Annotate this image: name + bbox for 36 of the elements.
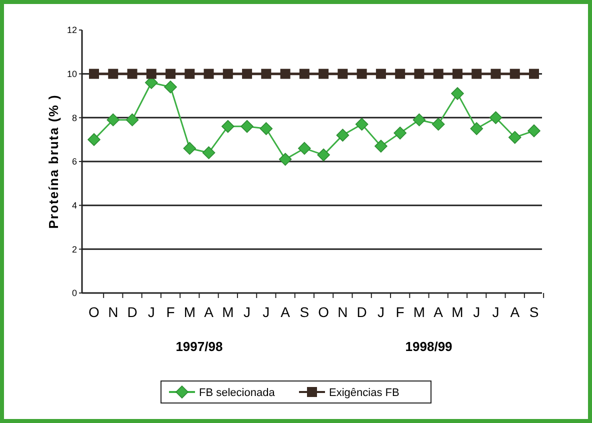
x-tick-label: A (204, 304, 214, 320)
x-tick-label: M (413, 304, 426, 320)
text: 1998/99 (405, 339, 452, 354)
x-tick-label: J (492, 304, 500, 320)
x-tick-label: F (166, 304, 175, 320)
y-axis-title: Proteína bruta (% ) (46, 94, 61, 229)
y-tick-label: 6 (72, 156, 77, 167)
x-tick-label: O (88, 304, 100, 320)
x-tick-label: M (222, 304, 234, 320)
x-tick-label: O (318, 304, 330, 320)
x-tick-label: J (148, 304, 155, 320)
x-tick-label: J (244, 304, 251, 320)
x-tick-label: M (452, 304, 464, 320)
x-tick-label: J (377, 304, 384, 320)
x-tick-label: A (510, 304, 520, 320)
x-tick-label: S (300, 304, 310, 320)
legend-label: Exigências FB (329, 386, 400, 399)
x-tick-label: N (108, 304, 118, 320)
y-tick-label: 4 (72, 200, 77, 210)
y-tick-label: 10 (66, 68, 77, 79)
x-tick-label: A (434, 304, 444, 320)
x-tick-label: S (529, 304, 539, 320)
y-tick-label: 12 (66, 25, 77, 36)
x-tick-label: J (262, 304, 270, 320)
legend-label: FB selecionada (199, 386, 276, 399)
x-tick-label: D (356, 304, 367, 320)
y-tick-label: 0 (72, 288, 77, 298)
y-tick-label: 8 (72, 112, 77, 123)
x-tick-label: D (127, 304, 138, 320)
text: 1997/98 (176, 339, 223, 354)
x-tick-label: A (280, 304, 291, 320)
x-tick-label: J (473, 304, 480, 320)
x-tick-label: N (338, 304, 348, 320)
x-tick-label: M (184, 304, 196, 320)
y-tick-label: 2 (72, 244, 77, 254)
x-tick-label: F (396, 304, 404, 320)
